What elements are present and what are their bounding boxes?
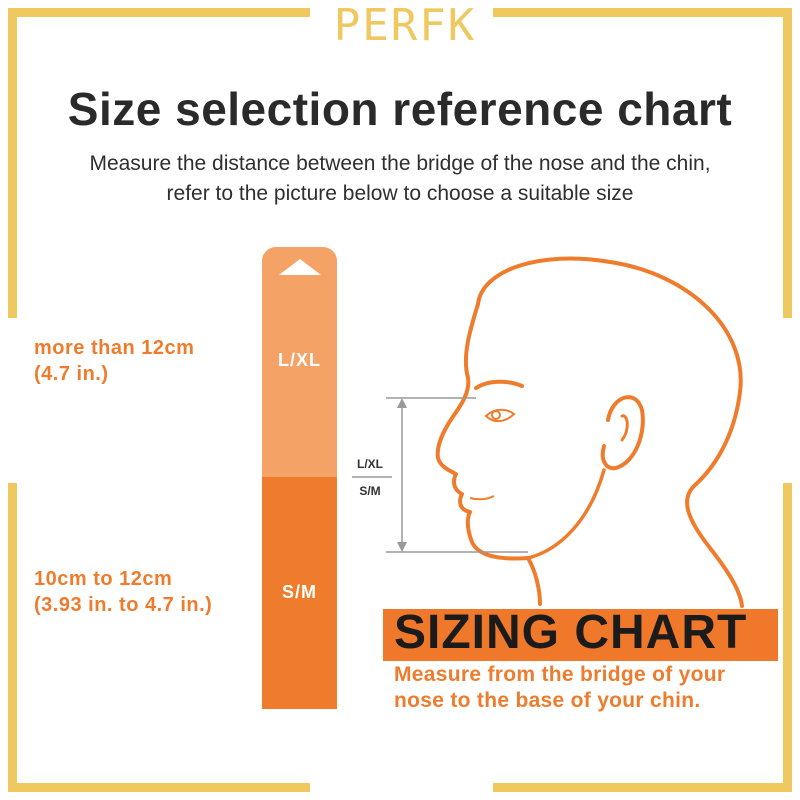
frame-bottom-right [493,783,792,792]
frame-left-bottom [8,483,17,792]
large-range-line-1: more than 12cm [34,337,195,359]
subtitle-line-1: Measure the distance between the bridge … [89,152,711,175]
measure-arrow-down-icon [397,542,407,552]
jaw-path [526,468,606,560]
large-range-line-2: (4.7 in.) [34,363,109,385]
frame-right-top [783,8,792,318]
face-profile-path [435,302,542,606]
measure-lower-label: S/M [359,484,381,498]
ear-inner-path [620,414,629,442]
large-range-label: more than 12cm (4.7 in.) [34,335,194,387]
mouth-path [469,495,495,501]
frame-right-bottom [783,483,792,792]
frame-top-right [493,8,792,17]
frame-top-left [8,8,310,17]
ear-path [600,395,645,471]
subtitle-line-2: refer to the picture below to choose a s… [166,182,634,205]
frame-bottom-left [8,783,310,792]
sizing-note-line-2: nose to the base of your chin. [394,689,701,712]
brand-logo: PERFK [333,0,477,51]
frame-left-top [8,8,17,318]
scale-large-segment [262,247,337,477]
eye-pupil [491,410,501,420]
small-range-label: 10cm to 12cm (3.93 in. to 4.7 in.) [34,566,212,618]
sizing-title: SIZING CHART [394,606,748,659]
eyebrow-path [474,379,524,390]
scale-small-segment [262,477,337,709]
page-title: Size selection reference chart [67,83,733,135]
arrow-up-icon [279,259,321,275]
sizing-banner [383,609,778,661]
scale-small-label: S/M [281,582,317,602]
head-outline-path [476,256,744,608]
measure-arrow-up-icon [397,398,407,408]
measure-upper-label: L/XL [357,457,383,471]
sizing-note-line-1: Measure from the bridge of your [394,663,726,686]
small-range-line-1: 10cm to 12cm [34,568,173,590]
scale-large-label: L/XL [278,350,321,370]
small-range-line-2: (3.93 in. to 4.7 in.) [34,594,213,616]
